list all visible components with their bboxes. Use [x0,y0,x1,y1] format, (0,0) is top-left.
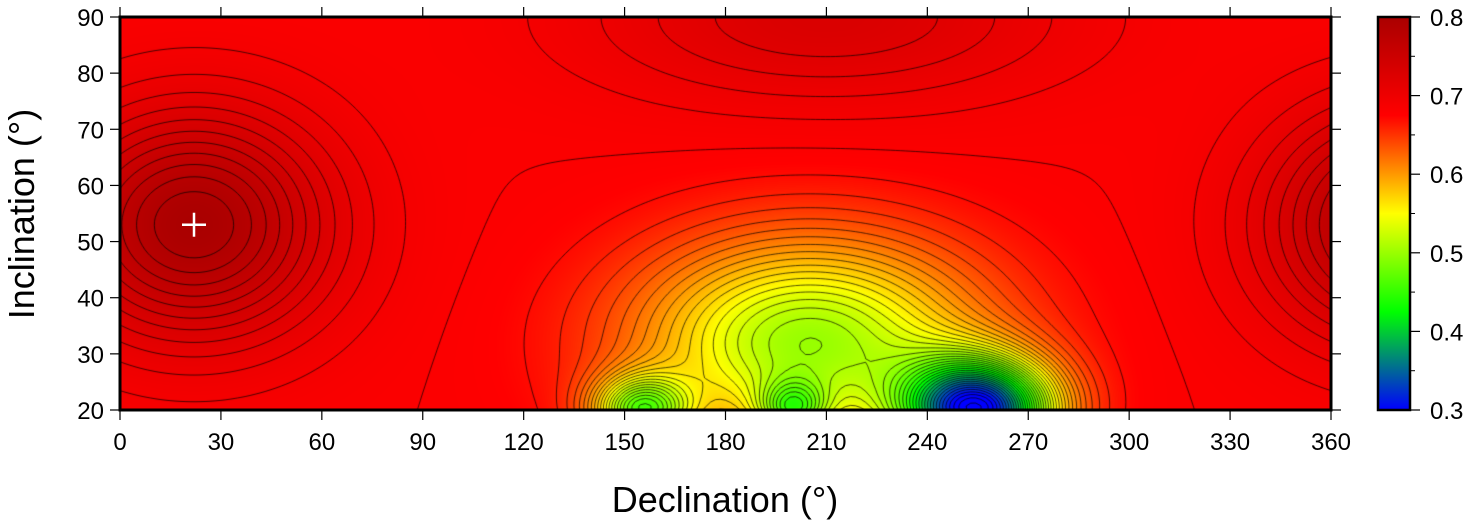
heatmap-image [120,17,1331,410]
colorbar-axis: 0.3 0.4 0.5 0.6 0.7 0.8 [1410,5,1463,425]
colorbar-tick-label: 0.8 [1430,5,1463,32]
x-tick-label: 180 [705,429,745,456]
x-tick-label: 30 [208,429,235,456]
x-tick-label: 240 [907,429,947,456]
colorbar-tick-label: 0.5 [1430,241,1463,268]
x-axis-title: Declination (°) [612,479,838,520]
y-axis: 20 30 40 50 60 70 80 90 [77,5,1341,425]
colorbar-tick-label: 0.4 [1430,319,1463,346]
y-axis-title: Inclination (°) [1,109,42,319]
x-tick-label: 210 [806,429,846,456]
y-tick-label: 60 [77,173,104,200]
x-tick-label: 330 [1210,429,1250,456]
y-tick-label: 20 [77,398,104,425]
x-tick-label: 120 [504,429,544,456]
max-marker [182,212,207,237]
y-tick-label: 40 [77,286,104,313]
x-tick-label: 0 [113,429,126,456]
x-tick-label: 90 [409,429,436,456]
x-tick-label: 60 [308,429,335,456]
x-axis: 0 30 60 90 120 150 180 210 240 270 300 330 360 [113,7,1351,456]
colorbar-tick-label: 0.3 [1430,398,1463,425]
y-tick-label: 90 [77,5,104,32]
colorbar [1376,15,1412,412]
x-tick-label: 270 [1008,429,1048,456]
colorbar-scale [1376,15,1412,412]
x-tick-label: 300 [1109,429,1149,456]
colorbar-tick-label: 0.7 [1430,84,1463,111]
y-tick-label: 30 [77,342,104,369]
y-tick-label: 70 [77,117,104,144]
plot-area [118,15,1333,412]
y-tick-label: 80 [77,61,104,88]
x-tick-label: 150 [605,429,645,456]
x-tick-label: 360 [1311,429,1351,456]
y-tick-label: 50 [77,230,104,257]
colorbar-tick-label: 0.6 [1430,162,1463,189]
